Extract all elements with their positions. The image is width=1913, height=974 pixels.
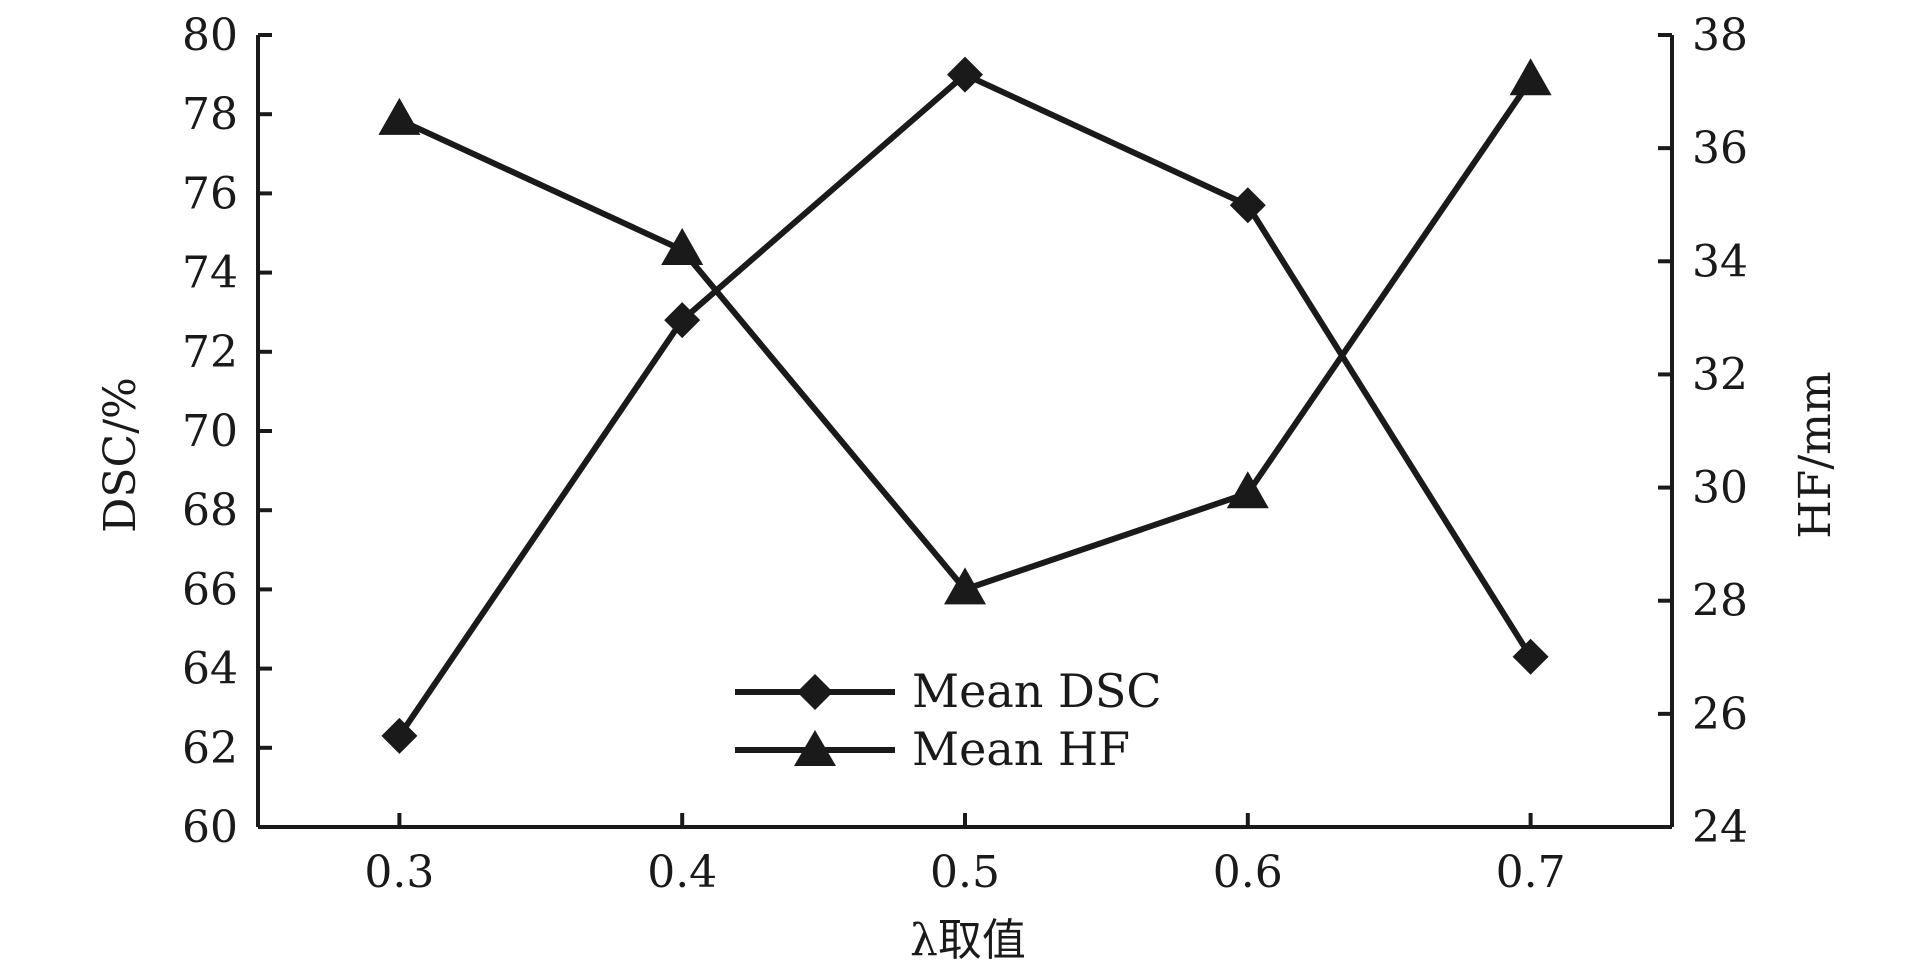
data-point-mean-hf — [1509, 58, 1552, 96]
series-line-mean-hf — [398, 78, 1534, 593]
x-tick-label: 0.7 — [1496, 847, 1566, 898]
y-tick-label-left: 78 — [182, 89, 238, 140]
data-point-mean-hf — [1226, 471, 1269, 509]
data-point-mean-dsc — [947, 56, 983, 93]
y-tick-label-left: 68 — [182, 485, 238, 536]
x-tick-label: 0.3 — [364, 847, 434, 898]
legend-label-mean-dsc: Mean DSC — [912, 664, 1162, 718]
data-point-mean-hf — [944, 567, 986, 605]
y-tick-label-left: 62 — [182, 723, 238, 774]
legend-marker-mean-hf — [794, 730, 836, 766]
y-tick-label-left: 60 — [182, 802, 238, 853]
y-tick-label-left: 74 — [182, 248, 238, 299]
x-tick-label: 0.4 — [647, 847, 717, 898]
legend: Mean DSC Mean HF — [735, 664, 1162, 776]
series-layer — [378, 56, 1552, 754]
data-point-mean-dsc — [1512, 638, 1549, 675]
y-tick-label-left: 64 — [182, 644, 238, 695]
legend-label-mean-hf: Mean HF — [912, 722, 1130, 776]
ticks-layer: 60 62 64 66 68 70 72 74 76 78 80 24 26 28 30 32 34 36 38 0.… — [182, 10, 1748, 898]
data-point-mean-dsc — [381, 717, 418, 754]
y-tick-label-left: 70 — [182, 406, 238, 457]
y-tick-label-left: 72 — [182, 327, 238, 378]
y-tick-label-right: 38 — [1692, 10, 1748, 61]
y-tick-label-right: 36 — [1692, 123, 1748, 174]
y-tick-label-left: 76 — [182, 168, 238, 219]
series-line-mean-dsc — [396, 71, 1534, 738]
legend-marker-mean-dsc — [797, 674, 833, 710]
data-point-mean-dsc — [1229, 187, 1266, 224]
y-axis-label-left: DSC/% — [95, 377, 146, 533]
y-tick-label-right: 30 — [1692, 463, 1748, 514]
x-axis-label: λ取值 — [910, 915, 1026, 966]
data-point-mean-hf — [661, 227, 704, 265]
y-tick-label-right: 24 — [1692, 802, 1748, 853]
y-axis-label-right: HF/mm — [1790, 371, 1841, 538]
y-tick-label-right: 32 — [1692, 349, 1748, 400]
data-point-mean-dsc — [664, 302, 701, 339]
y-tick-label-left: 80 — [182, 10, 238, 61]
data-point-mean-hf — [378, 97, 421, 135]
x-tick-label: 0.6 — [1213, 847, 1283, 898]
y-tick-label-right: 34 — [1692, 236, 1748, 287]
y-tick-label-left: 66 — [182, 564, 238, 615]
x-tick-label: 0.5 — [930, 847, 1000, 898]
y-tick-label-right: 26 — [1692, 689, 1748, 740]
y-tick-label-right: 28 — [1692, 576, 1748, 627]
